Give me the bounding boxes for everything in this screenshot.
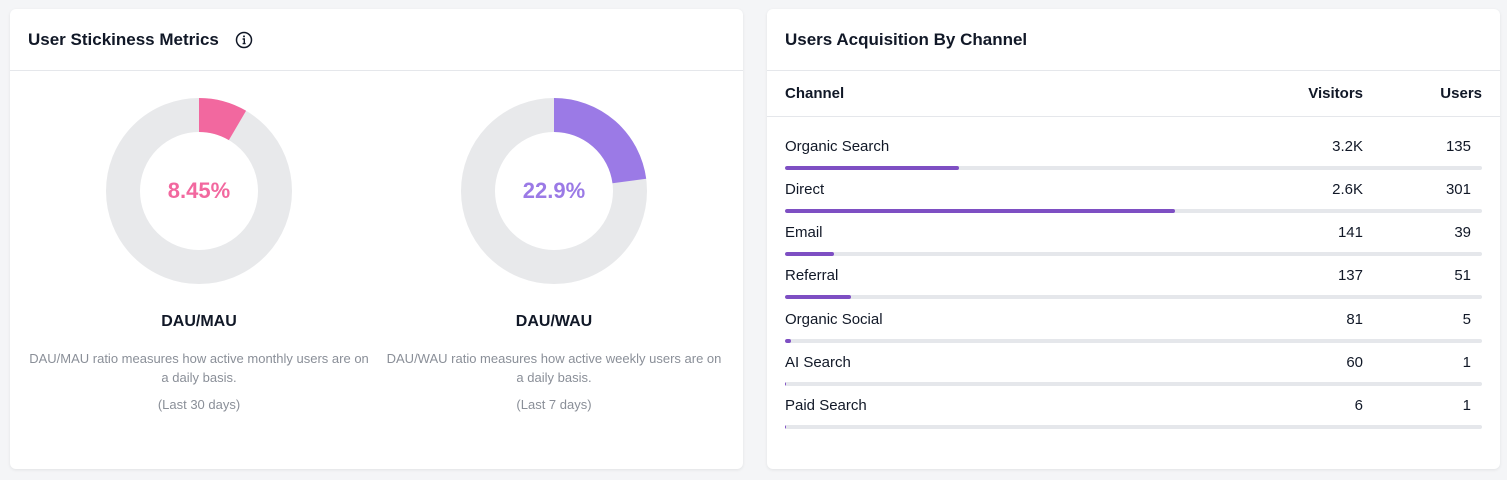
stickiness-title: User Stickiness Metrics [28,29,219,49]
dau-wau-value: 22.9% [522,178,586,203]
column-header-channel[interactable]: Channel [785,85,845,102]
acquisition-table-header: Channel Visitors Users [767,71,1500,117]
channel-bar-track [785,252,1482,256]
channel-bar-fill [785,425,787,429]
dau-mau-description: DAU/MAU ratio measures how active monthl… [29,351,369,385]
channel-users: 1 [1462,397,1471,414]
dau-wau-gauge: 22.9% DAU/WAU DAU/WAU ratio measures how… [374,97,734,412]
channel-bar-track [785,382,1482,386]
channel-bar-track [785,425,1482,429]
acquisition-header: Users Acquisition By Channel [767,9,1500,71]
channel-bar-fill [785,339,791,343]
channel-users: 135 [1445,138,1471,155]
table-row: Email 141 39 [785,213,1482,256]
channel-name: Organic Search [785,138,890,155]
channel-bar-fill [785,252,834,256]
dau-wau-label: DAU/WAU [515,313,593,330]
info-icon[interactable] [235,31,253,49]
table-row: Organic Search 3.2K 135 [785,127,1482,170]
table-row: Paid Search 6 1 [785,386,1482,429]
dau-mau-donut-chart [106,98,292,284]
acquisition-title: Users Acquisition By Channel [785,29,1028,49]
channel-bar-track [785,295,1482,299]
channel-name: Organic Social [785,311,883,328]
dau-wau-donut-arc [553,98,647,184]
channel-users: 1 [1462,354,1471,371]
table-row: Organic Social 81 5 [785,300,1482,343]
channel-visitors: 60 [1346,354,1363,371]
channel-bar-fill [785,295,852,299]
channel-bar-track [785,339,1482,343]
table-row: Referral 137 51 [785,256,1482,299]
dau-mau-label: DAU/MAU [161,313,237,330]
channel-bar-track [785,166,1482,170]
dau-mau-period: (Last 30 days) [157,397,241,412]
channel-name: AI Search [785,354,851,371]
dau-wau-period: (Last 7 days) [516,397,592,412]
channel-visitors: 141 [1337,224,1363,241]
channel-visitors: 137 [1337,267,1363,284]
channel-visitors: 81 [1346,311,1363,328]
stickiness-header: User Stickiness Metrics [10,9,743,71]
channel-name: Paid Search [785,397,867,414]
dau-wau-description: DAU/WAU ratio measures how active weekly… [386,351,722,385]
column-header-visitors[interactable]: Visitors [1308,85,1363,102]
user-stickiness-card: User Stickiness Metrics 8.45% DAU/MAU DA… [10,9,743,469]
channel-users: 301 [1445,181,1471,198]
channel-users: 39 [1454,224,1471,241]
channel-bar-fill [785,166,960,170]
channel-users: 51 [1454,267,1471,284]
dau-mau-value: 8.45% [167,178,231,203]
dau-mau-donut: 8.45% [105,97,293,285]
table-row: AI Search 60 1 [785,343,1482,386]
channel-bar-track [785,209,1482,213]
channel-users: 5 [1462,311,1471,328]
channel-visitors: 6 [1354,397,1363,414]
dau-mau-gauge: 8.45% DAU/MAU DAU/MAU ratio measures how… [19,97,379,412]
channel-bar-fill [785,209,1176,213]
channel-bar-fill [785,382,787,386]
dau-mau-donut-arc [198,98,247,141]
channel-name: Direct [785,181,825,198]
channel-visitors: 2.6K [1332,181,1363,198]
dau-wau-donut: 22.9% [460,97,648,285]
table-row: Direct 2.6K 301 [785,170,1482,213]
dau-wau-donut-chart [461,98,647,284]
channel-name: Email [785,224,823,241]
users-acquisition-card: Users Acquisition By Channel Channel Vis… [767,9,1500,469]
channel-visitors: 3.2K [1332,138,1363,155]
channel-name: Referral [785,267,839,284]
column-header-users[interactable]: Users [1440,85,1482,102]
